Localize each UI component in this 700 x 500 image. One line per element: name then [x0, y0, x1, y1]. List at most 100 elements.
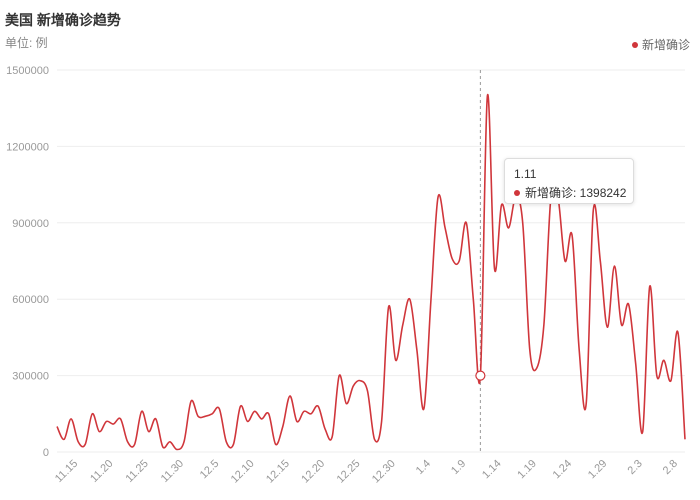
- data-point: [344, 402, 348, 406]
- data-point: [337, 374, 341, 378]
- data-point: [683, 437, 687, 441]
- legend-marker: [631, 41, 638, 48]
- data-point: [238, 404, 242, 408]
- data-point: [450, 256, 454, 260]
- tooltip-row: 新增确诊: 1398242: [514, 184, 626, 201]
- x-tick-label: 1.14: [480, 458, 504, 482]
- data-point: [90, 412, 94, 416]
- data-point: [274, 442, 278, 446]
- y-tick-label: 1500000: [6, 65, 49, 77]
- x-tick-label: 12.20: [299, 458, 327, 486]
- x-tick-label: 11.20: [88, 458, 115, 485]
- data-point: [175, 447, 179, 451]
- chart-title: 美国 新增确诊趋势: [5, 12, 121, 28]
- data-point: [76, 440, 80, 444]
- data-points: [62, 94, 687, 451]
- data-point: [168, 440, 172, 444]
- x-tick-label: 1.29: [586, 458, 610, 482]
- data-point: [111, 422, 115, 426]
- data-point: [365, 389, 369, 393]
- data-point: [528, 348, 532, 352]
- data-point: [104, 419, 108, 423]
- x-axis-labels: 11.15 11.20 11.25 11.30 12.5 12.10 12.15 12.20 1…: [53, 458, 680, 486]
- data-point: [126, 440, 130, 444]
- data-point: [612, 264, 616, 268]
- data-point: [189, 399, 193, 403]
- data-point: [316, 404, 320, 408]
- data-point: [598, 259, 602, 263]
- data-point: [133, 442, 137, 446]
- data-point: [267, 412, 271, 416]
- data-point: [507, 226, 511, 230]
- x-tick-label: 2.8: [661, 458, 680, 477]
- data-point: [429, 297, 433, 301]
- tooltip-text: 新增确诊: 1398242: [525, 184, 626, 201]
- data-point: [669, 379, 673, 383]
- data-point: [309, 412, 313, 416]
- data-point: [387, 305, 391, 309]
- data-point: [119, 417, 123, 421]
- data-point: [288, 394, 292, 398]
- data-point: [323, 427, 327, 431]
- tooltip: 1.11 新增确诊: 1398242: [504, 158, 634, 204]
- x-tick-label: 1.4: [414, 458, 433, 477]
- x-tick-label: 12.30: [370, 458, 398, 486]
- data-point: [69, 417, 73, 421]
- data-point: [302, 409, 306, 413]
- legend[interactable]: 新增确诊: [631, 36, 690, 53]
- gridlines: [57, 69, 685, 453]
- data-point: [464, 221, 468, 225]
- data-point: [196, 414, 200, 418]
- data-point: [485, 94, 489, 98]
- data-point: [154, 417, 158, 421]
- tooltip-marker: [514, 189, 520, 196]
- data-point: [140, 409, 144, 413]
- data-point: [147, 430, 151, 434]
- x-tick-label: 11.30: [159, 458, 186, 485]
- x-tick-label: 2.3: [625, 458, 644, 477]
- y-tick-label: 600000: [12, 294, 49, 306]
- data-point: [619, 323, 623, 327]
- y-axis-labels: 0 300000 600000 900000 1200000 1500000: [6, 65, 49, 459]
- x-tick-label: 11.25: [123, 458, 150, 485]
- unit-label: 单位: 例: [5, 36, 48, 50]
- x-tick-label: 1.19: [515, 458, 539, 482]
- data-point: [217, 407, 221, 411]
- data-point: [570, 234, 574, 238]
- x-tick-label: 12.10: [229, 458, 257, 486]
- data-point: [161, 445, 165, 449]
- data-point: [62, 437, 66, 441]
- series-line-new-cases: [56, 93, 686, 451]
- data-point: [648, 284, 652, 288]
- data-point: [224, 440, 228, 444]
- data-point: [655, 374, 659, 378]
- data-point: [83, 442, 87, 446]
- x-tick-label: 11.15: [53, 458, 80, 485]
- data-point: [500, 203, 504, 207]
- legend-label: 新增确诊: [641, 38, 690, 52]
- data-point: [358, 379, 362, 383]
- data-point: [415, 348, 419, 352]
- data-point: [457, 259, 461, 263]
- tooltip-date: 1.11: [514, 167, 537, 181]
- y-tick-label: 1200000: [6, 141, 49, 153]
- data-point: [373, 437, 377, 441]
- data-point: [422, 407, 426, 411]
- tooltip-series-label: 新增确诊:: [525, 186, 580, 200]
- data-point: [492, 267, 496, 271]
- data-point: [662, 358, 666, 362]
- y-tick-label: 900000: [12, 218, 49, 230]
- data-point: [641, 430, 645, 434]
- data-point: [231, 442, 235, 446]
- data-point: [203, 414, 207, 418]
- data-point: [210, 412, 214, 416]
- data-point: [253, 409, 257, 413]
- data-point: [351, 384, 355, 388]
- x-tick-label: 12.5: [198, 458, 222, 482]
- data-point: [676, 330, 680, 334]
- data-point: [535, 366, 539, 370]
- data-point: [408, 297, 412, 301]
- tooltip-value: 1398242: [579, 186, 627, 200]
- data-point: [281, 425, 285, 429]
- data-point: [182, 440, 186, 444]
